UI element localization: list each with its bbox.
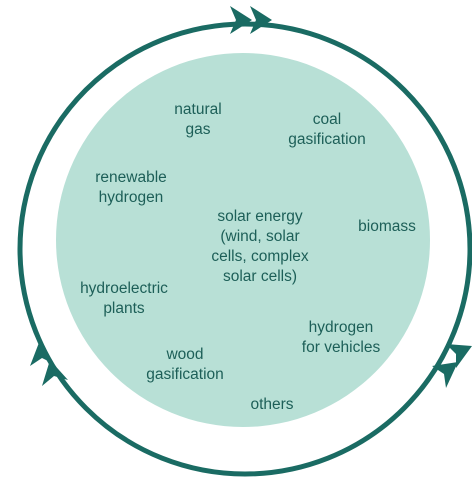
label-line: renewable: [95, 169, 167, 186]
label-line: hydroelectric: [80, 280, 168, 297]
label-line: biomass: [358, 218, 416, 235]
label-line: hydrogen: [99, 189, 164, 206]
label-line: plants: [103, 300, 145, 317]
node-label: biomass: [358, 218, 416, 235]
arrows: [30, 6, 472, 388]
arrow-right-1: [446, 344, 472, 368]
label-line: cells, complex: [211, 248, 309, 265]
label-line: gas: [186, 121, 211, 138]
node-label: hydrogen for vehicles: [302, 319, 381, 356]
node-label: wood gasification: [146, 346, 224, 383]
label-line: natural: [174, 101, 221, 118]
node-label: natural gas: [174, 101, 221, 138]
node-label: renewable hydrogen: [95, 169, 167, 206]
label-line: solar cells): [223, 268, 297, 285]
node-label: solar energy (wind, solar cells, complex so…: [211, 208, 309, 285]
inner-disc: [56, 53, 430, 427]
label-line: (wind, solar: [220, 228, 299, 245]
label-line: others: [250, 396, 293, 413]
label-line: wood: [165, 346, 203, 363]
label-line: coal: [313, 111, 341, 128]
arrow-top-2: [250, 6, 272, 34]
label-line: solar energy: [217, 208, 303, 225]
label-line: hydrogen: [309, 319, 374, 336]
label-line: for vehicles: [302, 339, 381, 356]
arrow-top-1: [230, 6, 252, 34]
label-line: gasification: [288, 131, 366, 148]
node-label: others: [250, 396, 293, 413]
arrow-right-2: [432, 362, 458, 388]
labels: natural gas coal gasification renewable hydro…: [80, 101, 416, 413]
label-line: gasification: [146, 366, 224, 383]
node-label: hydroelectric plants: [80, 280, 168, 317]
arrow-left-2: [42, 360, 68, 386]
node-label: coal gasification: [288, 111, 366, 148]
arrow-left-1: [30, 340, 54, 366]
